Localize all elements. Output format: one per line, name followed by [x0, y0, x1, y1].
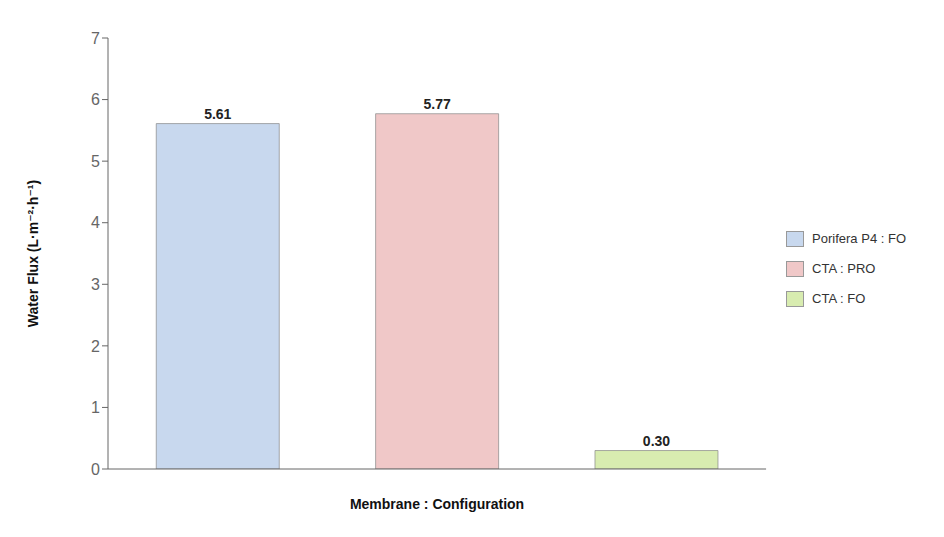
svg-text:5.61: 5.61	[204, 106, 231, 122]
svg-text:Water Flux (L·m⁻²·h⁻¹): Water Flux (L·m⁻²·h⁻¹)	[25, 180, 41, 327]
svg-text:2: 2	[91, 338, 100, 355]
html-text:CTA : PRO: CTA : PRO	[812, 261, 876, 276]
svg-text:0.30: 0.30	[643, 433, 670, 449]
svg-text:4: 4	[91, 214, 100, 231]
html-text:CTA : FO: CTA : FO	[812, 291, 866, 306]
svg-text:6: 6	[91, 91, 100, 108]
svg-text:0: 0	[91, 461, 100, 478]
svg-text:3: 3	[91, 276, 100, 293]
svg-text:7: 7	[91, 30, 100, 47]
svg-text:5: 5	[91, 153, 100, 170]
html-text:Porifera P4 : FO: Porifera P4 : FO	[812, 231, 906, 246]
svg-text:1: 1	[91, 399, 100, 416]
svg-text:5.77: 5.77	[423, 96, 450, 112]
svg-text:Membrane : Configuration: Membrane : Configuration	[350, 496, 524, 512]
